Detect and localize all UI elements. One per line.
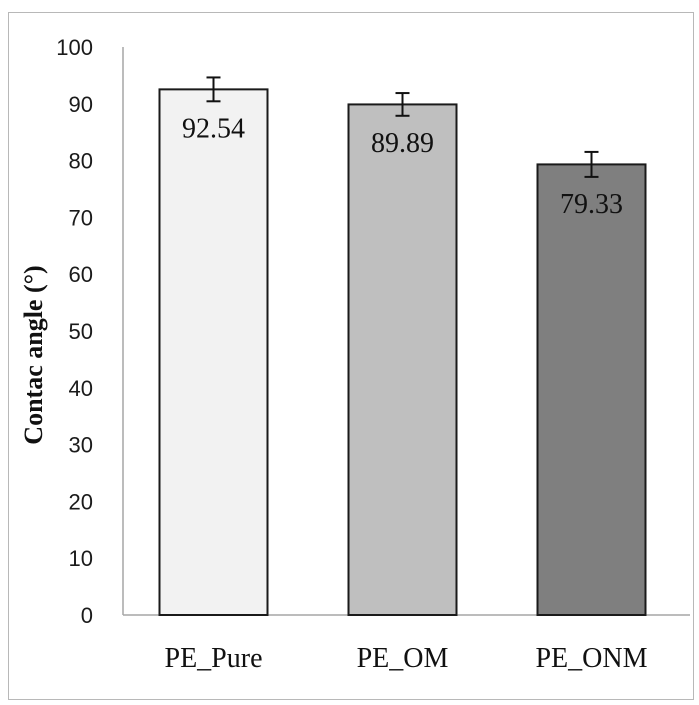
data-label: 92.54 (182, 113, 245, 144)
data-label: 89.89 (371, 128, 434, 159)
y-tick-label: 20 (69, 489, 93, 514)
y-tick-label: 90 (69, 92, 93, 117)
y-tick-label: 50 (69, 319, 93, 344)
data-label: 79.33 (560, 189, 623, 220)
y-tick-label: 60 (69, 262, 93, 287)
y-axis-title: Contac angle (°) (19, 265, 48, 444)
bar (347, 103, 458, 616)
y-tick-label: 0 (81, 603, 93, 628)
y-tick-label: 70 (69, 205, 93, 230)
error-bars (206, 76, 599, 178)
bar (536, 163, 647, 616)
bars (158, 88, 647, 616)
y-tick-label: 10 (69, 546, 93, 571)
x-tick-label: PE_ONM (535, 643, 647, 674)
y-tick-label: 40 (69, 376, 93, 401)
x-tick-label: PE_Pure (165, 643, 263, 674)
y-tick-label: 100 (56, 35, 93, 60)
error-bar (395, 92, 410, 117)
bar (158, 88, 269, 616)
y-tick-label: 30 (69, 433, 93, 458)
x-tick-labels: PE_Pure PE_OM PE_ONM (165, 643, 648, 674)
y-tick-labels: 0 10 20 30 40 50 60 70 80 90 100 (56, 35, 93, 628)
x-tick-label: PE_OM (357, 643, 449, 674)
error-bar (206, 76, 221, 103)
data-labels: 92.54 89.89 79.33 (182, 113, 623, 220)
y-tick-label: 80 (69, 149, 93, 174)
error-bar (584, 150, 599, 178)
